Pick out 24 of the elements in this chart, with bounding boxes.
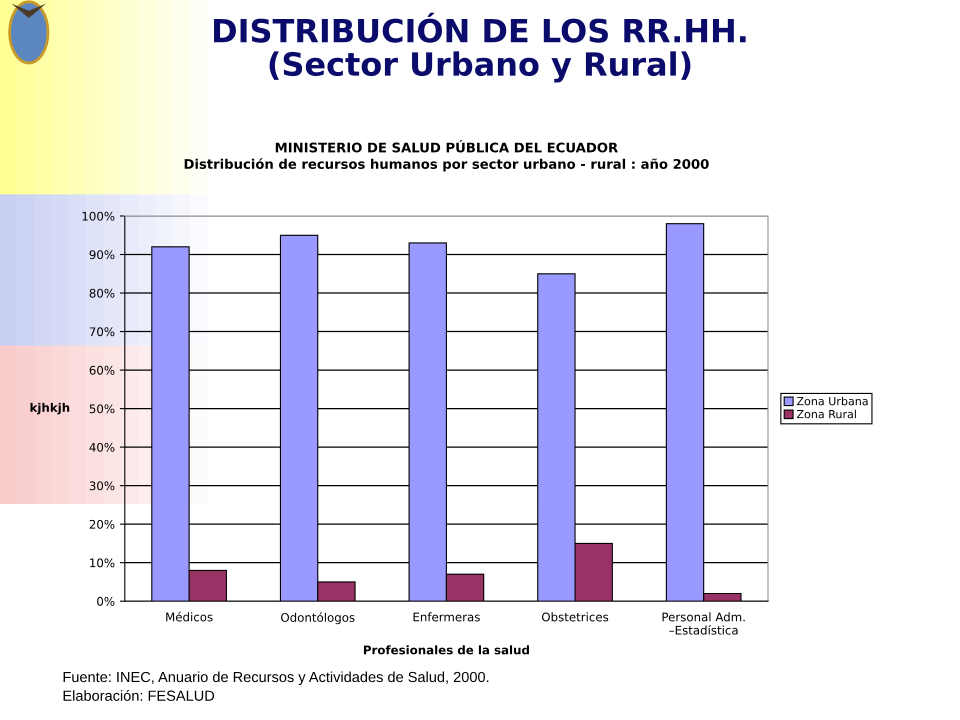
y-tick-label: 100% — [82, 212, 114, 221]
legend-label: Zona Rural — [796, 410, 856, 418]
y-tick-label: 70% — [90, 327, 114, 336]
chart-subtitle: MINISTERIO DE SALUD PÚBLICA DEL ECUADOR Distribución de recursos humanos por sector urbano - rural : año 2000 — [184, 140, 709, 172]
x-tick-label: Odontólogos — [281, 612, 355, 624]
source-note: Fuente: INEC, Anuario de Recursos y Actividades de Salud, 2000. — [64, 671, 488, 686]
text: Elaboración: FESALUD — [64, 690, 214, 701]
x-tick-label: Obstetrices — [542, 612, 608, 622]
x-tick-label: Enfermeras — [414, 612, 480, 622]
y-tick-label: 60% — [90, 366, 114, 375]
y-tick-label: 90% — [90, 250, 114, 260]
y-axis-title: kjhkjh — [30, 402, 70, 414]
y-tick-label: 80% — [90, 288, 114, 298]
legend-label: Zona Urbana — [796, 396, 868, 406]
chart-title: DISTRIBUCIÓN DE LOS RR.HH. (Sector Urbano y Rural) — [214, 12, 746, 83]
x-tick-label: Personal Adm. –Estadística — [662, 612, 745, 635]
y-tick-label: 30% — [90, 481, 114, 490]
y-tick-label: 40% — [89, 442, 114, 452]
x-tick-label: Médicos — [166, 612, 213, 622]
y-tick-label: 10% — [90, 558, 114, 568]
y-tick-label: 50% — [90, 404, 114, 414]
x-axis-title: Profesionales de la salud — [364, 645, 529, 654]
y-tick-label: 0% — [97, 596, 114, 606]
y-tick-label: 20% — [90, 520, 114, 529]
